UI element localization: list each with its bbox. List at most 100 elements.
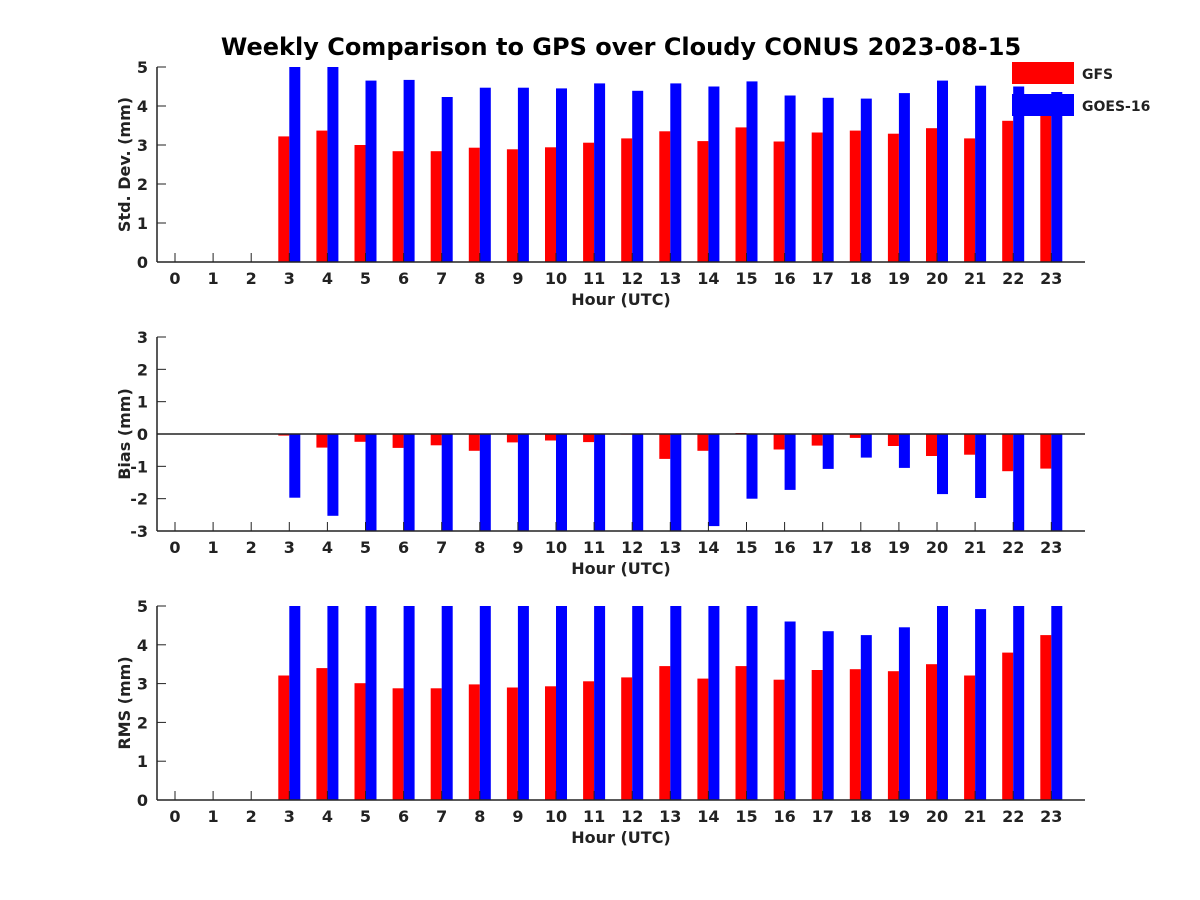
- panel3-ytick-label: 4: [137, 636, 148, 655]
- panel1-bar-gfs-19: [887, 133, 899, 262]
- panel3-xtick-label: 2: [246, 807, 257, 826]
- panel1-bar-goes16-18: [860, 98, 872, 262]
- panel1-bar-goes16-6: [403, 79, 415, 263]
- panel1-bar-goes16-3: [289, 67, 301, 262]
- panel2-ylabel: Bias (mm): [115, 388, 134, 480]
- panel3-xtick-label: 13: [659, 807, 681, 826]
- panel2-bar-goes16-12: [632, 434, 644, 531]
- panel1-bar-goes16-22: [1013, 86, 1025, 262]
- panel3-bar-gfs-21: [964, 675, 976, 800]
- panel1-xtick-label: 18: [850, 269, 872, 288]
- panel3-bar-goes16-15: [746, 606, 758, 800]
- panel3-xtick-label: 17: [812, 807, 834, 826]
- panel1-bar-gfs-15: [735, 127, 747, 263]
- panel1-bar-goes16-11: [594, 83, 606, 263]
- legend-label-gfs: GFS: [1082, 67, 1113, 83]
- panel3-xtick-label: 11: [583, 807, 605, 826]
- panel2-xtick-label: 1: [208, 538, 219, 557]
- panel1-bar-gfs-21: [964, 138, 976, 262]
- panel1-xtick-label: 23: [1040, 269, 1062, 288]
- panel2-xtick-label: 5: [360, 538, 371, 557]
- panel1-xtick-label: 13: [659, 269, 681, 288]
- panel2-bar-goes16-19: [898, 434, 910, 468]
- panel2-xtick-label: 12: [621, 538, 643, 557]
- panel2-bar-goes16-3: [289, 434, 301, 498]
- panel1-xtick-label: 10: [545, 269, 567, 288]
- panel3-bar-gfs-20: [926, 664, 937, 800]
- panel2-bar-goes16-7: [441, 434, 453, 531]
- panel1-xtick-label: 19: [888, 269, 910, 288]
- panel2-bar-goes16-18: [860, 434, 872, 458]
- panel1-bar-gfs-17: [811, 132, 823, 262]
- panel2-bar-gfs-22: [1002, 434, 1014, 472]
- panel2-bar-goes16-9: [517, 434, 529, 531]
- panel3-bar-gfs-12: [621, 677, 633, 800]
- panel1-bar-goes16-7: [441, 97, 453, 262]
- panel3-bar-goes16-20: [937, 606, 948, 800]
- panel3-bar-gfs-18: [849, 669, 861, 800]
- panel3-xtick-label: 4: [322, 807, 333, 826]
- legend-swatch-gfs: [1012, 62, 1074, 84]
- panel3-ytick-label: 0: [137, 791, 148, 810]
- panel2-bar-goes16-11: [594, 434, 606, 531]
- panel2-ytick-label: -2: [130, 490, 148, 509]
- legend: GFS GOES-16: [1012, 62, 1150, 116]
- panel1-xtick-label: 8: [474, 269, 485, 288]
- panel1-bar-goes16-23: [1051, 92, 1063, 262]
- panel3-bar-goes16-17: [822, 631, 834, 800]
- panel1-xtick-label: 6: [398, 269, 409, 288]
- panel3-xtick-label: 18: [850, 807, 872, 826]
- panel1-bar-gfs-5: [354, 145, 366, 262]
- panel2-bar-gfs-9: [506, 434, 518, 443]
- panel2-bar-gfs-21: [964, 434, 976, 455]
- panel3-bar-gfs-9: [506, 687, 518, 800]
- panel1-xtick-label: 15: [735, 269, 757, 288]
- panel1-ylabel: Std. Dev. (mm): [115, 97, 134, 232]
- panel2-xtick-label: 13: [659, 538, 681, 557]
- panel2-bar-gfs-5: [354, 434, 366, 442]
- panel3-bar-goes16-8: [479, 606, 491, 800]
- panel2-xtick-label: 7: [436, 538, 447, 557]
- panel3-bar-gfs-19: [887, 671, 899, 800]
- panel1-bar-gfs-11: [583, 142, 595, 262]
- panel1-bar-gfs-12: [621, 138, 633, 262]
- panel2-xtick-label: 6: [398, 538, 409, 557]
- panel3-bar-gfs-4: [316, 668, 328, 800]
- panel3-bar-goes16-22: [1013, 606, 1025, 800]
- panel1-bar-gfs-6: [392, 151, 404, 262]
- panel3-ytick-label: 2: [137, 713, 148, 732]
- panel2-xtick-label: 19: [888, 538, 910, 557]
- panel2-bar-gfs-17: [811, 434, 823, 446]
- panel2-bar-goes16-14: [708, 434, 720, 527]
- panel1-xlabel: Hour (UTC): [571, 290, 671, 309]
- panel3-bar-gfs-8: [468, 684, 480, 800]
- panel3-bar-goes16-10: [556, 606, 567, 800]
- panel2-bar-gfs-11: [583, 434, 595, 443]
- panel3-ytick-label: 1: [137, 752, 148, 771]
- panel3-bar-gfs-22: [1002, 652, 1014, 800]
- panel1-bar-gfs-8: [468, 147, 480, 262]
- panel2-xtick-label: 22: [1002, 538, 1024, 557]
- panel2-xtick-label: 21: [964, 538, 986, 557]
- panel2-bar-goes16-16: [784, 434, 796, 490]
- panel2-bar-gfs-23: [1040, 434, 1052, 469]
- panel1-bar-goes16-4: [327, 67, 339, 262]
- panel1-bar-goes16-19: [898, 93, 910, 262]
- panel3-bar-gfs-23: [1040, 635, 1052, 800]
- panel2-bar-gfs-18: [849, 434, 861, 438]
- panel3-bar-goes16-16: [784, 621, 796, 800]
- panel1-bar-goes16-10: [556, 88, 567, 263]
- panel2-bar-gfs-6: [392, 434, 404, 448]
- panel3-bar-gfs-16: [773, 679, 785, 800]
- panel3-bar-goes16-12: [632, 606, 644, 800]
- panel1-ytick-label: 3: [137, 136, 148, 155]
- panel3-xtick-label: 19: [888, 807, 910, 826]
- panel2-bar-goes16-15: [746, 434, 758, 499]
- panel3-xlabel: Hour (UTC): [571, 828, 671, 847]
- panel2-xtick-label: 0: [169, 538, 180, 557]
- chart-title: Weekly Comparison to GPS over Cloudy CON…: [221, 33, 1021, 61]
- panel1-bar-gfs-13: [659, 131, 671, 262]
- panel1-ytick-label: 5: [137, 58, 148, 77]
